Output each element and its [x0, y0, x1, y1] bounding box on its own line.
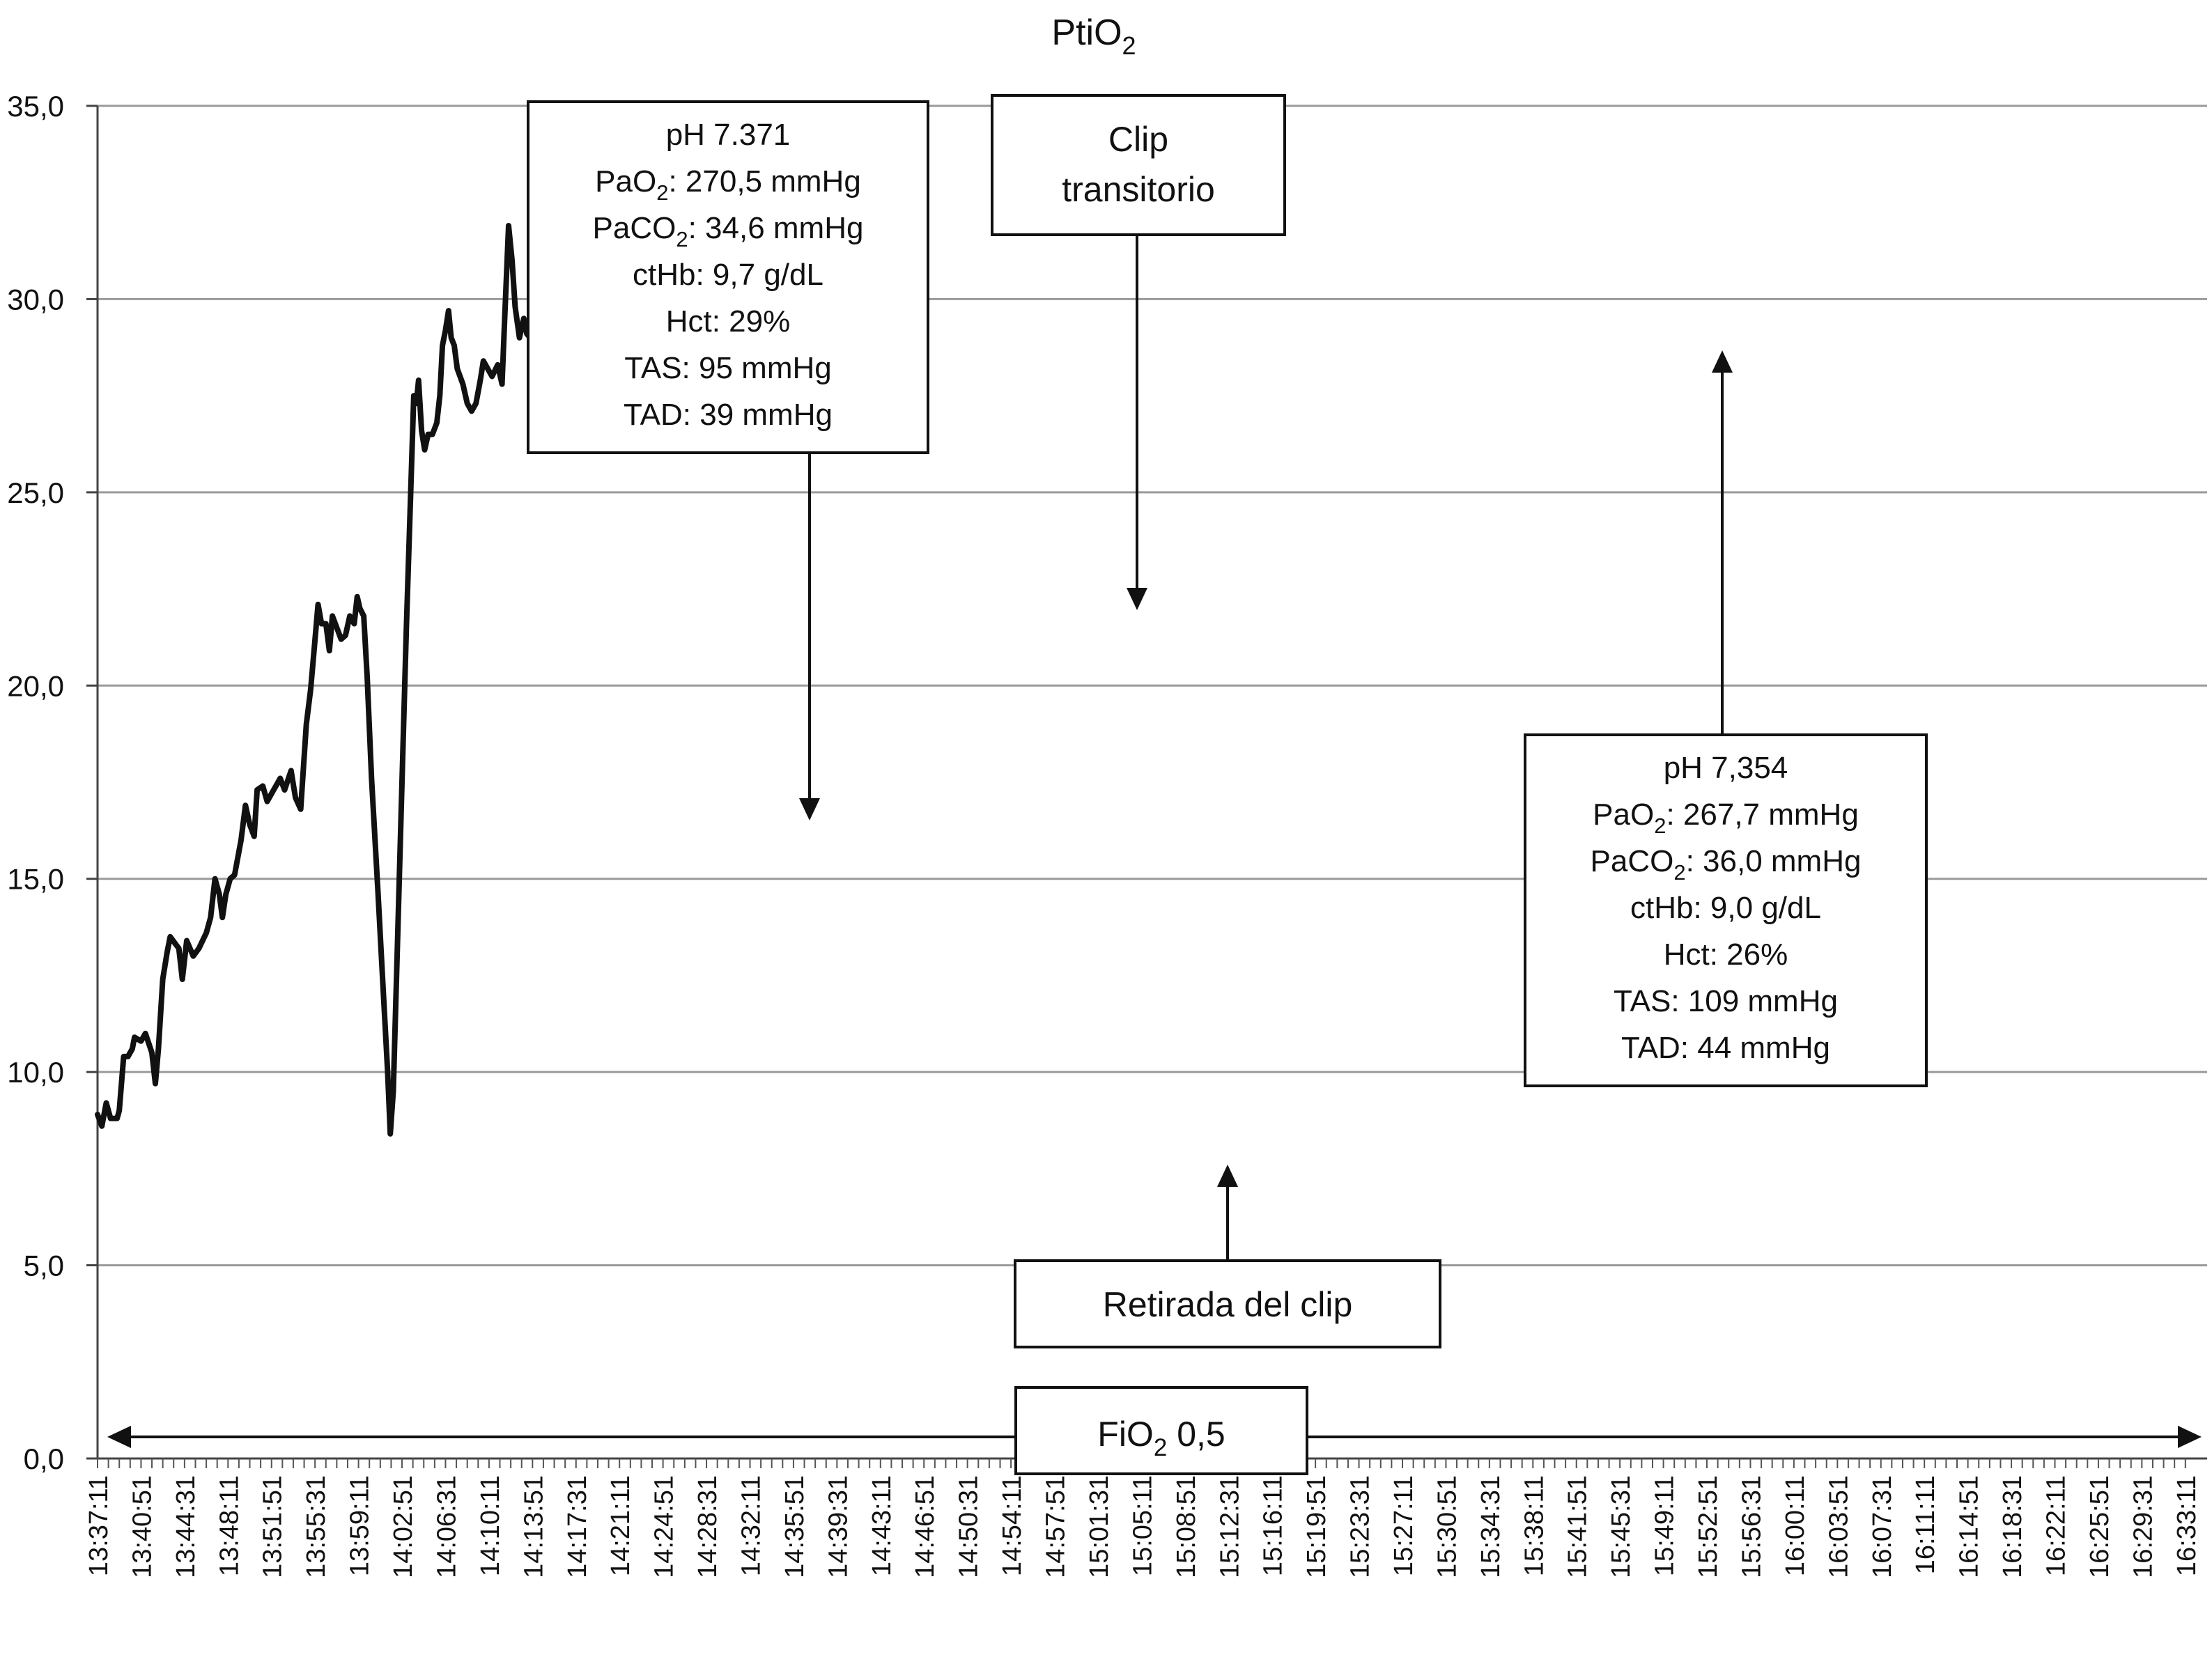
- x-tick-label: 14:06:31: [432, 1475, 461, 1578]
- x-tick-label: 15:52:51: [1694, 1475, 1723, 1578]
- annotation-line: PaO2: 270,5 mmHg: [595, 164, 861, 205]
- fio2-box: FiO2 0,5: [1014, 1386, 1308, 1475]
- x-tick-label: 13:55:31: [302, 1475, 331, 1578]
- x-tick-label: 15:23:31: [1346, 1475, 1375, 1578]
- fio2-box-frame: [1014, 1386, 1308, 1475]
- annotation-box-after: pH 7,354 PaO2: 267,7 mmHg PaCO2: 36,0 mmHg…: [1524, 733, 1928, 1087]
- x-tick-label: 13:44:31: [171, 1475, 201, 1578]
- annotation-line: ctHb: 9,7 g/dL: [633, 258, 823, 292]
- x-tick-label: 15:49:11: [1650, 1475, 1680, 1576]
- x-tick-label: 16:18:31: [1998, 1475, 2027, 1578]
- annotation-line: Clip: [1108, 120, 1168, 159]
- x-tick-label: 14:54:11: [998, 1475, 1027, 1576]
- x-tick-label: 14:21:11: [606, 1475, 635, 1576]
- x-tick-label: 14:39:31: [823, 1475, 853, 1578]
- x-tick-label: 15:08:51: [1172, 1475, 1201, 1578]
- y-tick-label: 0,0: [24, 1442, 64, 1475]
- x-tick-label: 13:40:51: [127, 1475, 157, 1578]
- x-tick-label: 15:41:51: [1563, 1475, 1593, 1578]
- y-tick-label: 30,0: [7, 283, 64, 316]
- gridlines: [98, 104, 2207, 1267]
- annotation-line: Hct: 29%: [666, 304, 791, 339]
- x-tick-label: 15:56:31: [1737, 1475, 1766, 1578]
- x-tick-label: 15:38:11: [1519, 1475, 1549, 1576]
- x-tick-label: 16:11:11: [1911, 1475, 1940, 1574]
- annotation-box-before-frame: [527, 100, 929, 454]
- annotation-box-clip-frame: [991, 94, 1286, 236]
- annotation-line: Hct: 26%: [1664, 938, 1788, 972]
- fio2-arrowhead-right: [2178, 1426, 2202, 1448]
- y-tick-label: 25,0: [7, 476, 64, 509]
- x-tick-label: 15:12:31: [1215, 1475, 1244, 1578]
- x-tick-label: 16:14:51: [1955, 1475, 1984, 1578]
- annotation-line: TAS: 95 mmHg: [624, 351, 831, 385]
- x-tick-label: 15:30:51: [1432, 1475, 1462, 1578]
- x-tick-label: 13:51:51: [258, 1475, 288, 1578]
- x-tick-label: 15:19:51: [1302, 1475, 1331, 1578]
- annotation-box-after-frame: [1524, 733, 1928, 1087]
- annotation-line: pH 7.371: [666, 118, 791, 152]
- x-tick-label: 14:46:51: [911, 1475, 940, 1578]
- annotation-line: transitorio: [1062, 170, 1215, 209]
- annotations: pH 7.371 PaO2: 270,5 mmHg PaCO2: 34,6 mmHg…: [107, 94, 2202, 1475]
- annotation-arrow-after-head: [1712, 350, 1733, 373]
- annotation-box-retirada: Retirada del clip: [1014, 1259, 1441, 1348]
- x-tick-label: 13:37:11: [84, 1475, 114, 1576]
- chart-title-subscript: 2: [1122, 31, 1136, 60]
- x-tick-label: 14:02:51: [389, 1475, 418, 1578]
- y-tick-label: 35,0: [7, 90, 64, 123]
- x-tick-label: 16:03:51: [1824, 1475, 1853, 1578]
- x-tick-label: 14:28:31: [693, 1475, 722, 1578]
- x-tick-label: 15:27:11: [1389, 1475, 1418, 1576]
- y-tick-labels: 0,0 5,0 10,0 15,0 20,0 25,0 30,0 35,0: [7, 90, 64, 1475]
- x-tick-label: 15:16:11: [1259, 1475, 1288, 1576]
- annotation-box-clip: Clip transitorio: [991, 94, 1286, 236]
- annotation-box-before: pH 7.371 PaO2: 270,5 mmHg PaCO2: 34,6 mmHg…: [527, 100, 929, 454]
- chart-title: PtiO2: [1051, 13, 1136, 60]
- x-tick-label: 15:34:31: [1476, 1475, 1506, 1578]
- fio2-arrowhead-left: [107, 1426, 131, 1448]
- x-tick-label: 14:43:11: [867, 1475, 897, 1576]
- x-tick-label: 16:33:11: [2172, 1475, 2202, 1576]
- annotation-arrow-before-head: [799, 798, 820, 820]
- x-tick-label: 14:17:31: [563, 1475, 592, 1578]
- x-tick-label: 16:00:11: [1781, 1475, 1810, 1576]
- annotation-box-retirada-frame: [1014, 1259, 1441, 1348]
- x-tick-label: 14:57:51: [1042, 1475, 1071, 1578]
- x-tick-label: 16:25:51: [2085, 1475, 2114, 1578]
- x-tick-label: 16:29:31: [2128, 1475, 2158, 1578]
- x-tick-label: 13:48:11: [215, 1475, 244, 1576]
- annotation-line: TAD: 44 mmHg: [1621, 1031, 1830, 1065]
- x-tick-label: 14:50:31: [954, 1475, 984, 1578]
- annotation-line: ctHb: 9,0 g/dL: [1630, 891, 1821, 925]
- annotation-line: TAD: 39 mmHg: [624, 398, 833, 432]
- x-tick-label: 14:35:51: [780, 1475, 810, 1578]
- annotation-line: PaCO2: 34,6 mmHg: [593, 211, 864, 251]
- annotation-line: PaO2: 267,7 mmHg: [1593, 798, 1859, 838]
- annotation-line: Retirada del clip: [1103, 1285, 1353, 1324]
- y-tick-label: 5,0: [24, 1250, 64, 1282]
- annotation-arrow-clip-head: [1127, 588, 1147, 610]
- x-tick-label: 14:24:51: [650, 1475, 679, 1578]
- y-tick-label: 15,0: [7, 863, 64, 896]
- annotation-line: PaCO2: 36,0 mmHg: [1591, 844, 1862, 885]
- x-tick-label: 14:10:11: [476, 1475, 505, 1576]
- x-tick-label: 14:13:51: [519, 1475, 548, 1578]
- x-tick-label: 14:32:11: [736, 1475, 766, 1576]
- annotation-arrow-retirada-head: [1217, 1165, 1238, 1187]
- x-tick-label: 15:05:11: [1128, 1475, 1157, 1576]
- x-tick-label: 16:07:31: [1868, 1475, 1897, 1578]
- y-tick-label: 20,0: [7, 669, 64, 702]
- annotation-line: TAS: 109 mmHg: [1614, 984, 1838, 1018]
- x-tick-label: 13:59:11: [346, 1475, 375, 1576]
- annotation-line: FiO2 0,5: [1097, 1415, 1225, 1461]
- x-tick-label: 15:45:31: [1607, 1475, 1636, 1578]
- y-tick-label: 10,0: [7, 1056, 64, 1089]
- annotation-line: pH 7,354: [1664, 751, 1788, 785]
- x-tick-label: 16:22:11: [2041, 1475, 2071, 1576]
- x-tick-label: 15:01:31: [1085, 1475, 1114, 1578]
- x-tick-labels: 13:37:11 13:40:51 13:44:31 13:48:11 13:51:51…: [84, 1475, 2202, 1578]
